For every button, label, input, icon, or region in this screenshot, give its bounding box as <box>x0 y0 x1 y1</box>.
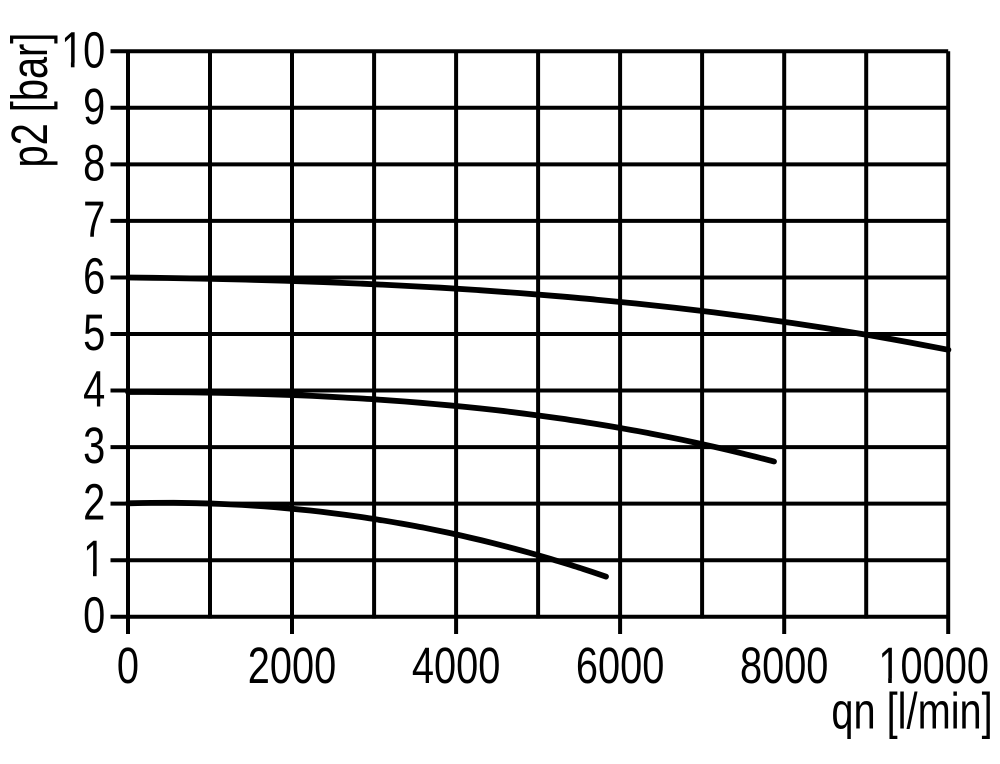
svg-text:qn [l/min]: qn [l/min] <box>831 683 992 740</box>
svg-text:4: 4 <box>83 361 105 418</box>
svg-text:3: 3 <box>83 417 105 474</box>
svg-text:5: 5 <box>83 304 105 361</box>
svg-text:6: 6 <box>83 248 105 305</box>
svg-text:0: 0 <box>117 637 139 694</box>
svg-text:1: 1 <box>83 530 105 587</box>
svg-text:2000: 2000 <box>248 637 336 694</box>
svg-text:4000: 4000 <box>412 637 500 694</box>
svg-text:2: 2 <box>83 474 105 531</box>
svg-text:p2 [bar]: p2 [bar] <box>1 33 58 168</box>
svg-text:8: 8 <box>83 135 105 192</box>
svg-text:0: 0 <box>83 587 105 644</box>
svg-text:7: 7 <box>83 191 105 248</box>
svg-text:10: 10 <box>61 22 105 79</box>
svg-text:8000: 8000 <box>740 637 828 694</box>
svg-text:9: 9 <box>83 78 105 135</box>
svg-text:6000: 6000 <box>576 637 664 694</box>
svg-text:10000: 10000 <box>878 637 989 694</box>
